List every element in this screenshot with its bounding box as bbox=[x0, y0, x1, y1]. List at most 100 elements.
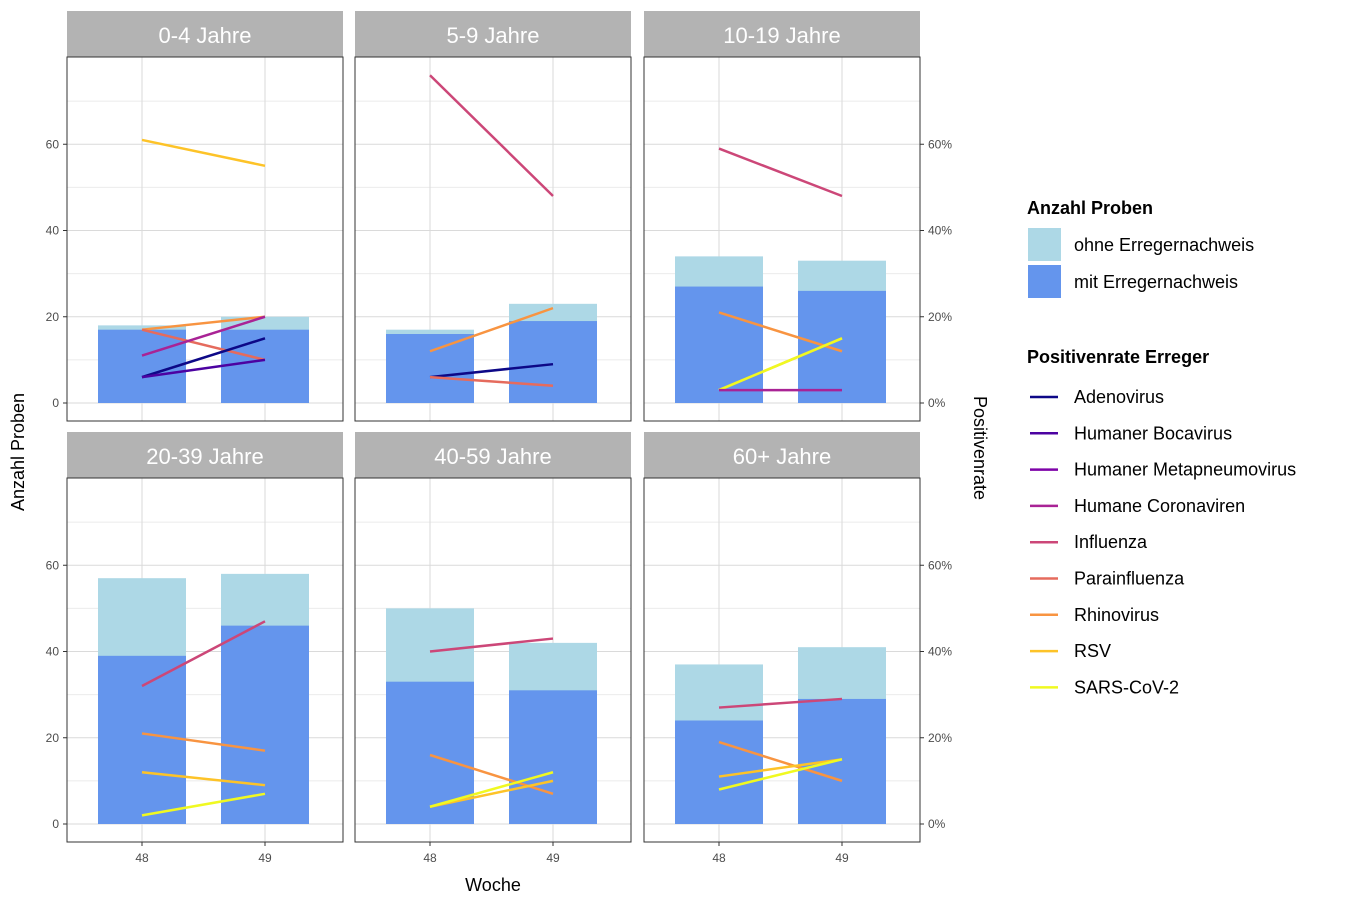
rate-line bbox=[429, 362, 554, 379]
rate-line bbox=[141, 792, 266, 817]
facet-strip bbox=[355, 11, 631, 57]
y-right-tick-label: 60% bbox=[928, 558, 952, 572]
y-left-tick-label: 0 bbox=[52, 396, 59, 410]
rate-line bbox=[141, 358, 266, 379]
x-tick-label: 49 bbox=[258, 851, 272, 865]
facet-panel: 5-9 Jahre bbox=[354, 11, 632, 422]
x-tick-label: 48 bbox=[135, 851, 149, 865]
legend-line-label: Adenovirus bbox=[1074, 387, 1164, 407]
x-tick-label: 48 bbox=[423, 851, 437, 865]
bar-mit-erregernachweis bbox=[98, 655, 186, 824]
facet-strip bbox=[644, 432, 920, 478]
y-right-tick-label: 20% bbox=[928, 731, 952, 745]
facet-panel: 40-59 Jahre 48 49 bbox=[354, 432, 632, 865]
rate-line bbox=[718, 311, 843, 353]
facet-title: 60+ Jahre bbox=[733, 444, 831, 469]
y-right-tick-label: 40% bbox=[928, 224, 952, 238]
rate-line bbox=[429, 637, 554, 653]
x-axis-title: Woche bbox=[465, 875, 521, 895]
y-right-axis-title: Positivenrate bbox=[970, 396, 990, 500]
rate-line bbox=[718, 697, 843, 709]
rate-line bbox=[718, 758, 843, 778]
rate-line bbox=[141, 315, 266, 357]
facet-strip bbox=[355, 432, 631, 478]
facet-border bbox=[354, 56, 632, 422]
facet-border bbox=[66, 477, 344, 843]
y-left-tick-label: 40 bbox=[46, 645, 60, 659]
rate-line bbox=[429, 74, 554, 197]
rate-line bbox=[141, 732, 266, 752]
y-left-tick-label: 20 bbox=[46, 310, 60, 324]
bar-mit-erregernachweis bbox=[798, 290, 886, 403]
legend-line-label: Influenza bbox=[1074, 532, 1148, 552]
legend-line-label: RSV bbox=[1074, 641, 1111, 661]
rate-line bbox=[718, 758, 843, 791]
rate-line bbox=[429, 779, 554, 808]
facet-title: 10-19 Jahre bbox=[723, 23, 840, 48]
rate-line bbox=[141, 771, 266, 787]
rate-line bbox=[718, 740, 843, 783]
y-left-tick-label: 60 bbox=[46, 558, 60, 572]
rate-line bbox=[141, 328, 266, 362]
legend-bars-title: Anzahl Proben bbox=[1027, 198, 1153, 218]
rate-line bbox=[141, 337, 266, 379]
facet-border bbox=[354, 477, 632, 843]
y-left-tick-label: 0 bbox=[52, 817, 59, 831]
bar-mit-erregernachweis bbox=[798, 698, 886, 824]
bar-mit-erregernachweis bbox=[509, 690, 597, 824]
legend: Anzahl Proben Positivenrate Erreger ohne… bbox=[1027, 198, 1296, 697]
y-right-tick-label: 60% bbox=[928, 137, 952, 151]
legend-line-label: Humaner Bocavirus bbox=[1074, 423, 1232, 443]
legend-line-label: SARS-CoV-2 bbox=[1074, 677, 1179, 697]
facet-border bbox=[66, 56, 344, 422]
panels-layer: 0-4 Jahre 0 20 40 60 5-9 Jahre 10-19 Jahre 0% 20… bbox=[46, 11, 952, 865]
facet-title: 0-4 Jahre bbox=[159, 23, 252, 48]
bar-mit-erregernachweis bbox=[98, 329, 186, 403]
facet-title: 5-9 Jahre bbox=[447, 23, 540, 48]
facet-strip bbox=[644, 11, 920, 57]
legend-bar-label: ohne Erregernachweis bbox=[1074, 235, 1254, 255]
x-tick-label: 49 bbox=[546, 851, 560, 865]
axes-layer: Anzahl Proben Positivenrate Woche bbox=[8, 393, 990, 895]
facet-panel: 60+ Jahre 0% 20% 40% 60% 48 49 bbox=[643, 432, 952, 865]
rate-line bbox=[718, 337, 843, 392]
x-tick-label: 49 bbox=[835, 851, 849, 865]
legend-line-label: Parainfluenza bbox=[1074, 569, 1185, 589]
legend-line-label: Humaner Metapneumovirus bbox=[1074, 460, 1296, 480]
legend-line-label: Humane Coronaviren bbox=[1074, 496, 1245, 516]
y-left-tick-label: 20 bbox=[46, 731, 60, 745]
facet-strip bbox=[67, 432, 343, 478]
facet-border bbox=[643, 477, 921, 843]
facet-strip bbox=[67, 11, 343, 57]
legend-line-label: Rhinovirus bbox=[1074, 605, 1159, 625]
bar-mit-erregernachweis bbox=[675, 286, 763, 403]
rate-line bbox=[429, 306, 554, 353]
y-right-tick-label: 40% bbox=[928, 645, 952, 659]
bar-mit-erregernachweis bbox=[509, 321, 597, 403]
facet-panel: 20-39 Jahre 0 20 40 60 48 49 bbox=[46, 432, 344, 865]
facet-panel: 10-19 Jahre 0% 20% 40% 60% bbox=[643, 11, 952, 422]
bar-mit-erregernachweis bbox=[386, 681, 474, 824]
y-right-tick-label: 0% bbox=[928, 817, 946, 831]
rate-line bbox=[141, 315, 266, 331]
y-left-tick-label: 60 bbox=[46, 137, 60, 151]
legend-bar-key bbox=[1028, 228, 1061, 261]
facet-title: 40-59 Jahre bbox=[434, 444, 551, 469]
y-right-tick-label: 0% bbox=[928, 396, 946, 410]
y-left-axis-title: Anzahl Proben bbox=[8, 393, 28, 511]
rate-line bbox=[718, 147, 843, 198]
rate-line bbox=[141, 138, 266, 168]
facet-border bbox=[643, 56, 921, 422]
y-right-tick-label: 20% bbox=[928, 310, 952, 324]
legend-lines-title: Positivenrate Erreger bbox=[1027, 347, 1209, 367]
legend-bar-label: mit Erregernachweis bbox=[1074, 272, 1238, 292]
facet-panel: 0-4 Jahre 0 20 40 60 bbox=[46, 11, 344, 422]
rate-line bbox=[429, 375, 554, 387]
bar-mit-erregernachweis bbox=[221, 329, 309, 403]
bar-mit-erregernachweis bbox=[221, 625, 309, 824]
y-left-tick-label: 40 bbox=[46, 224, 60, 238]
rate-line bbox=[141, 620, 266, 688]
x-tick-label: 48 bbox=[712, 851, 726, 865]
facet-title: 20-39 Jahre bbox=[146, 444, 263, 469]
